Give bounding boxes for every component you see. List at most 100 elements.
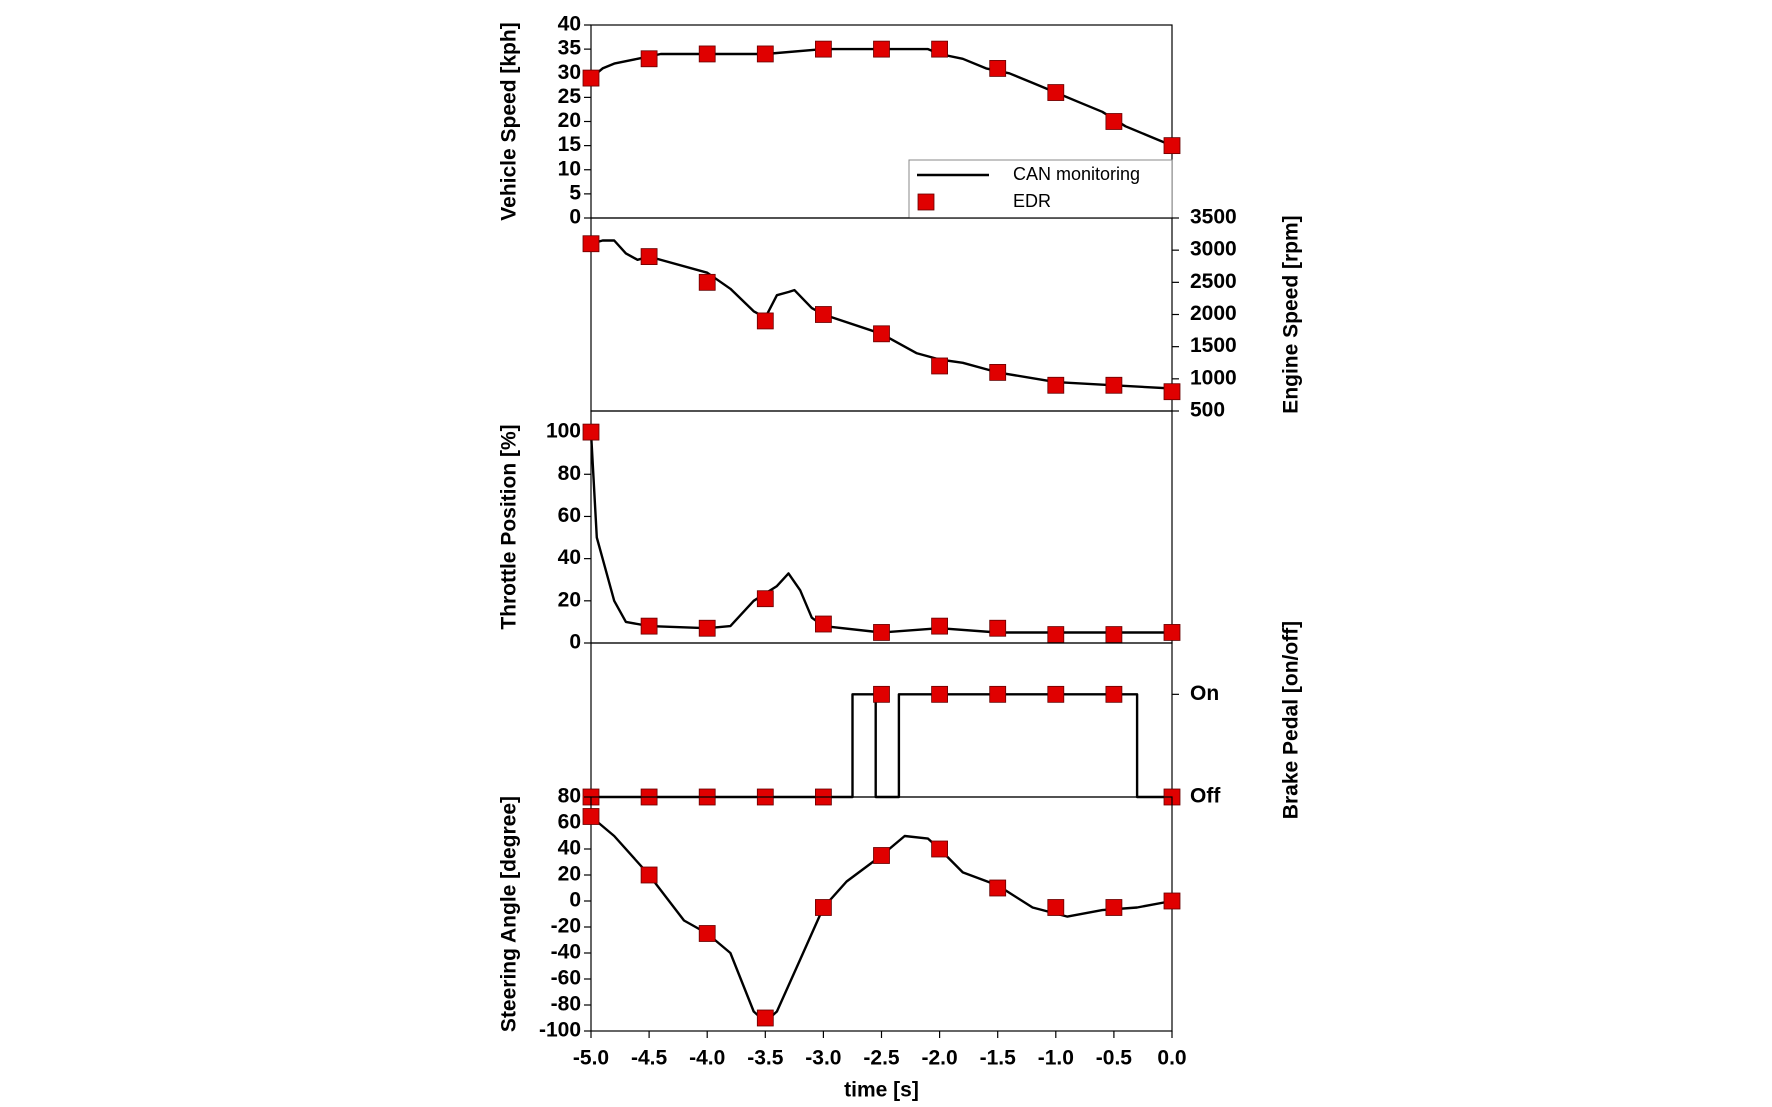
y-tick-label: 20 bbox=[558, 863, 581, 886]
can-line bbox=[590, 47, 1173, 147]
edr-marker bbox=[815, 40, 832, 58]
y-axis-label: Steering Angle [degree] bbox=[498, 796, 521, 1032]
edr-marker bbox=[989, 685, 1007, 703]
y-tick-label: 30 bbox=[558, 61, 581, 84]
y-tick-label: 35 bbox=[558, 37, 582, 60]
edr-marker bbox=[1105, 626, 1123, 643]
y-tick-label: 60 bbox=[558, 811, 581, 834]
edr-marker bbox=[815, 899, 832, 916]
y-axis-label: Engine Speed [rpm] bbox=[1280, 215, 1303, 413]
y-axis-label: Throttle Position [%] bbox=[498, 424, 521, 629]
y-tick-label: 1000 bbox=[1190, 366, 1237, 389]
x-tick-label: -2.0 bbox=[922, 1047, 958, 1070]
y-tick-label: 20 bbox=[558, 588, 581, 611]
y-tick-label: -100 bbox=[539, 1019, 581, 1042]
y-tick-label: 0 bbox=[569, 206, 581, 229]
edr-marker bbox=[698, 925, 716, 942]
legend-box bbox=[908, 159, 1173, 219]
y-tick-label: 60 bbox=[558, 504, 581, 527]
legend-label: EDR bbox=[1013, 191, 1051, 211]
y-tick-label: -20 bbox=[551, 915, 581, 938]
edr-marker bbox=[989, 363, 1007, 381]
can-line bbox=[590, 239, 1173, 390]
y-tick-label: 15 bbox=[558, 133, 582, 156]
y-axis-label: Brake Pedal [on/off] bbox=[1280, 621, 1303, 819]
edr-marker bbox=[756, 590, 774, 608]
edr-marker bbox=[640, 248, 658, 266]
edr-marker bbox=[873, 847, 890, 864]
x-tick-label: -0.5 bbox=[1096, 1047, 1133, 1070]
edr-marker bbox=[582, 423, 600, 441]
y-tick-label: 10 bbox=[558, 157, 581, 180]
y-tick-label: On bbox=[1190, 682, 1219, 705]
x-tick-label: -2.5 bbox=[863, 1047, 900, 1070]
edr-marker bbox=[931, 40, 948, 58]
can-line bbox=[591, 693, 1172, 799]
y-axis-label: Vehicle Speed [kph] bbox=[498, 22, 521, 220]
y-tick-label: -80 bbox=[551, 993, 581, 1016]
edr-marker bbox=[1163, 624, 1181, 641]
edr-marker bbox=[1047, 84, 1065, 101]
x-tick-label: -4.0 bbox=[689, 1047, 725, 1070]
edr-marker bbox=[582, 808, 600, 825]
panel-frame bbox=[590, 217, 1173, 412]
edr-marker bbox=[931, 685, 948, 703]
edr-marker bbox=[989, 879, 1007, 897]
x-tick-label: 0.0 bbox=[1157, 1047, 1186, 1070]
edr-marker bbox=[1105, 113, 1123, 130]
edr-marker bbox=[698, 45, 716, 63]
edr-marker bbox=[989, 60, 1007, 77]
edr-marker bbox=[1047, 626, 1065, 643]
legend-label: CAN monitoring bbox=[1013, 164, 1140, 184]
edr-marker bbox=[931, 617, 948, 635]
edr-marker bbox=[931, 357, 948, 375]
edr-marker bbox=[1105, 376, 1123, 394]
edr-marker bbox=[640, 50, 658, 68]
y-tick-label: 25 bbox=[558, 85, 582, 108]
x-axis-label: time [s] bbox=[844, 1079, 919, 1102]
edr-marker bbox=[989, 619, 1007, 637]
edr-marker bbox=[1163, 137, 1181, 155]
y-tick-label: -40 bbox=[551, 941, 581, 964]
edr-marker bbox=[1105, 685, 1123, 703]
x-tick-label: -3.5 bbox=[747, 1047, 784, 1070]
y-tick-label: 3000 bbox=[1190, 238, 1237, 261]
edr-marker bbox=[815, 306, 832, 323]
x-tick-label: -5.0 bbox=[573, 1047, 609, 1070]
y-tick-label: 40 bbox=[558, 837, 581, 860]
edr-marker bbox=[873, 40, 890, 58]
edr-marker bbox=[640, 866, 658, 884]
edr-marker bbox=[756, 1009, 774, 1027]
y-tick-label: 100 bbox=[546, 420, 581, 443]
y-tick-label: 40 bbox=[558, 546, 581, 569]
y-tick-label: 40 bbox=[558, 13, 581, 36]
edr-marker bbox=[756, 312, 774, 330]
x-tick-label: -3.0 bbox=[805, 1047, 841, 1070]
panel-frame bbox=[590, 410, 1173, 644]
can-line bbox=[589, 432, 1172, 634]
edr-marker bbox=[815, 615, 832, 633]
edr-marker bbox=[873, 685, 890, 703]
y-tick-label: 2500 bbox=[1190, 270, 1237, 293]
edr-marker bbox=[873, 624, 890, 641]
y-tick-label: 0 bbox=[569, 889, 581, 912]
edr-marker bbox=[640, 617, 658, 635]
y-tick-label: 80 bbox=[558, 785, 581, 808]
y-tick-label: 1500 bbox=[1190, 334, 1237, 357]
y-tick-label: 3500 bbox=[1190, 206, 1237, 229]
edr-marker bbox=[1047, 376, 1065, 394]
y-tick-label: 20 bbox=[558, 109, 581, 132]
y-tick-label: Off bbox=[1190, 785, 1221, 808]
x-tick-label: -1.0 bbox=[1038, 1047, 1074, 1070]
edr-marker bbox=[1047, 685, 1065, 703]
edr-marker bbox=[756, 45, 774, 63]
edr-marker bbox=[1163, 892, 1181, 910]
legend-swatch bbox=[917, 193, 935, 211]
edr-marker bbox=[1163, 383, 1181, 401]
edr-marker bbox=[931, 840, 948, 858]
panel-frame bbox=[590, 642, 1173, 798]
edr-marker bbox=[698, 619, 716, 637]
y-tick-label: 500 bbox=[1190, 399, 1225, 422]
